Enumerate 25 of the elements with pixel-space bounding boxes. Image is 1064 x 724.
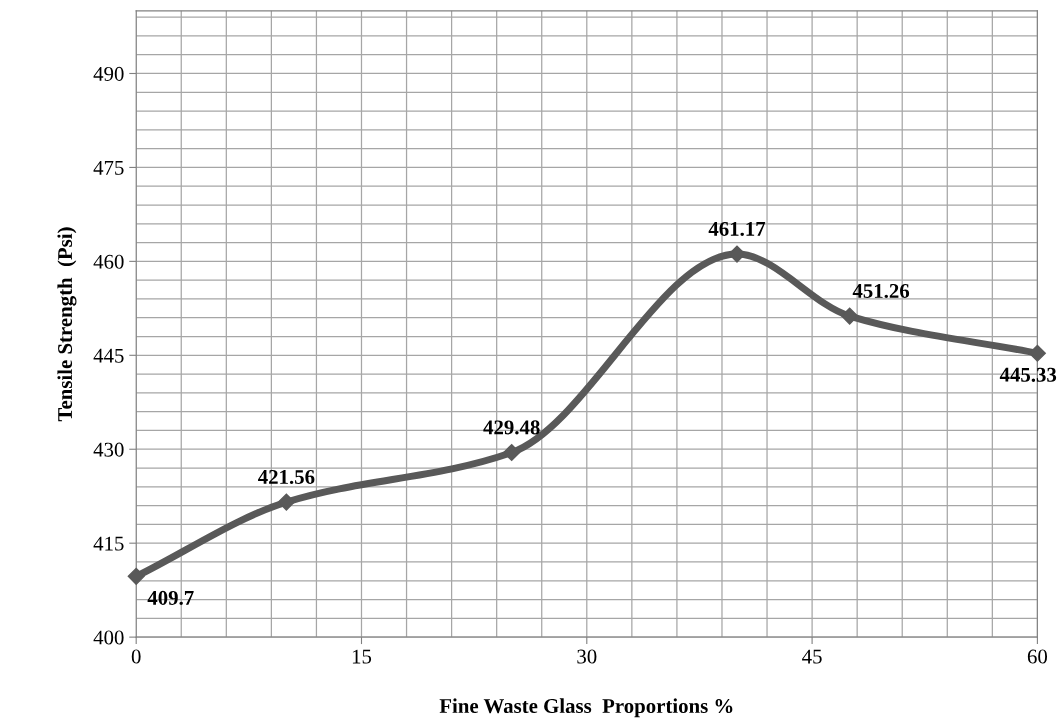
data-label: 461.17	[708, 221, 766, 237]
point	[277, 493, 295, 511]
y-tick-label: 490	[93, 66, 124, 81]
point	[127, 567, 145, 585]
data-label: 429.48	[483, 420, 540, 435]
point	[503, 443, 521, 462]
data-label: 409.7	[147, 590, 194, 606]
y-tick-label: 445	[93, 348, 124, 363]
x-tick-label: 30	[577, 649, 597, 664]
x-tick-label: 15	[352, 649, 372, 664]
y-axis-title: Tensile Strength (Psi)	[57, 227, 77, 422]
x-tick-label: 60	[1027, 649, 1048, 664]
y-tick-label: 460	[93, 254, 124, 269]
point	[1028, 344, 1046, 362]
y-tick-label: 475	[93, 160, 124, 175]
data-label: 421.56	[258, 469, 315, 485]
point	[841, 307, 859, 325]
y-tick-label: 400	[93, 630, 124, 645]
x-axis-title: Fine Waste Glass Proportions %	[439, 698, 733, 718]
x-tick-label: 45	[802, 649, 822, 664]
x-tick-label: 0	[131, 649, 141, 664]
data-label: 451.26	[852, 283, 910, 299]
y-tick-label: 430	[93, 442, 124, 457]
y-tick-label: 415	[93, 536, 124, 551]
data-label: 445.33	[999, 367, 1057, 382]
